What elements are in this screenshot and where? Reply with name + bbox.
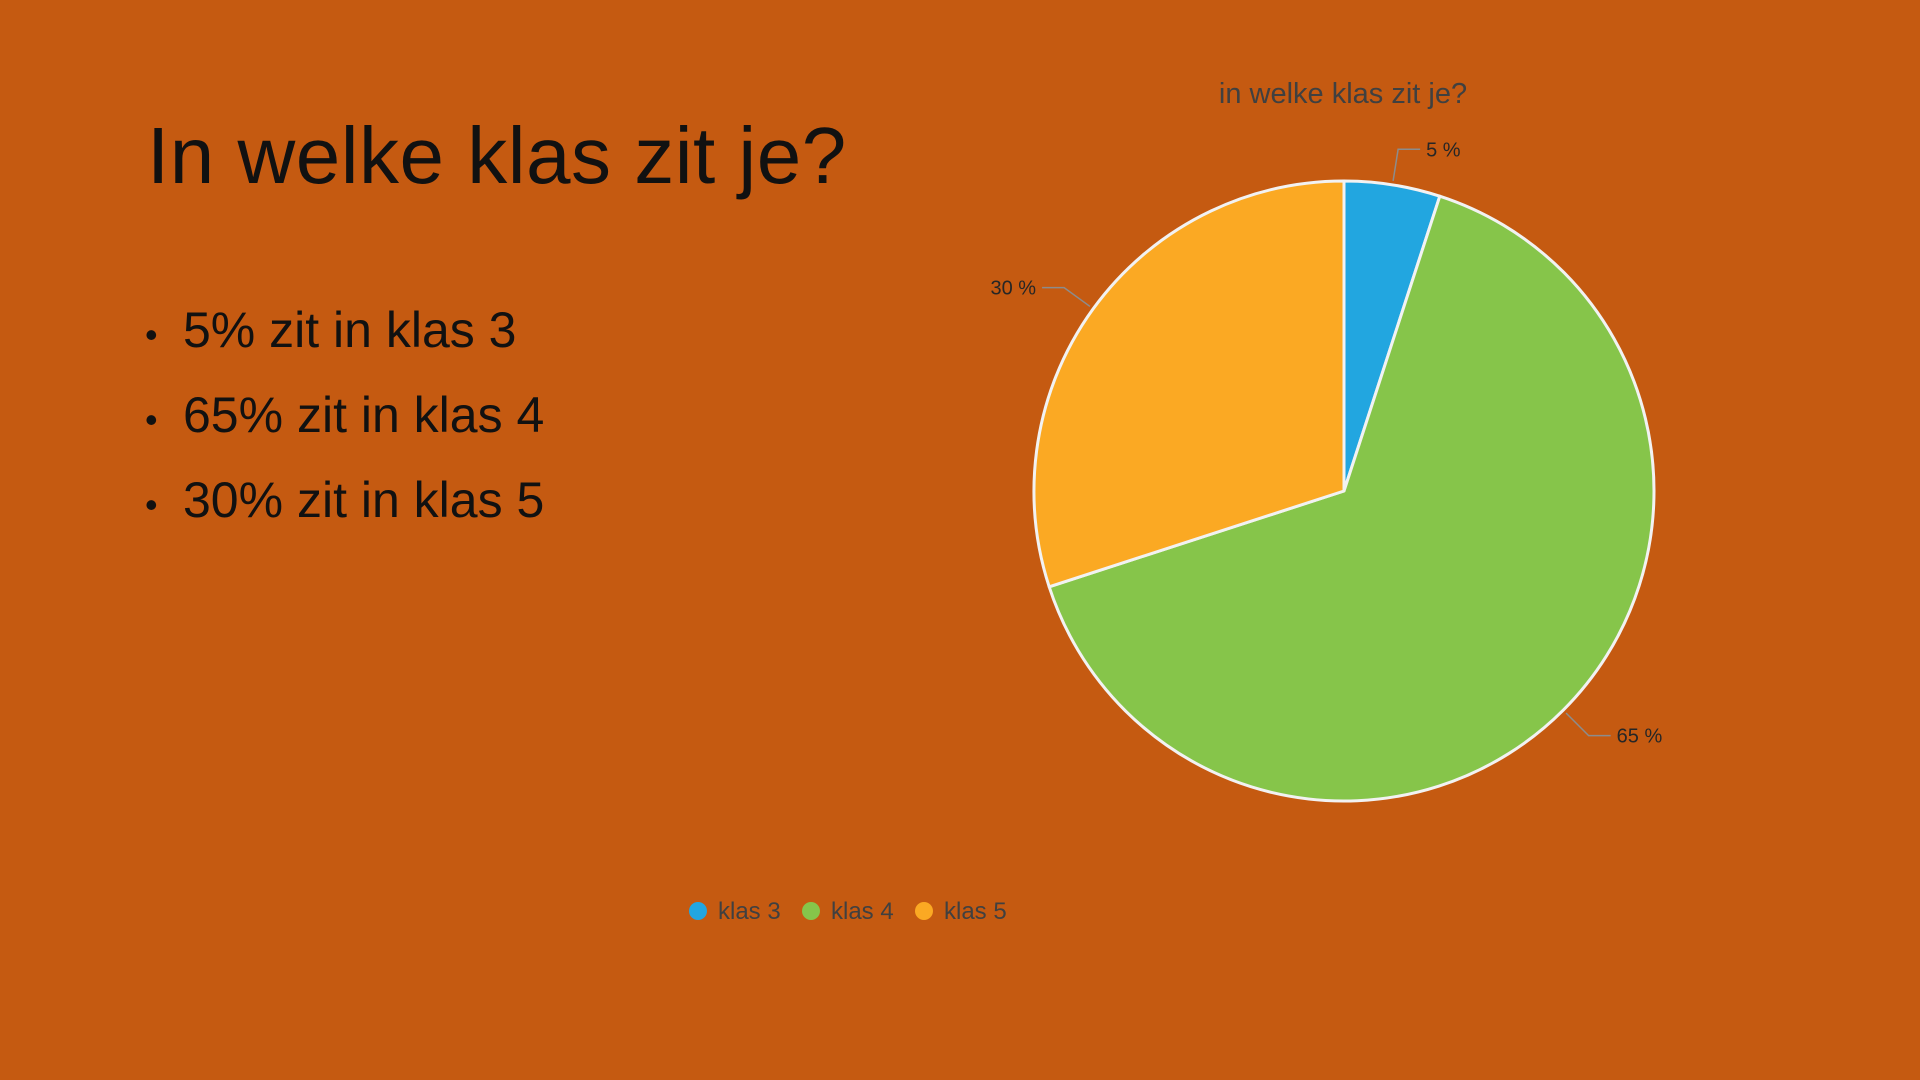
chart-title: in welke klas zit je? (1219, 78, 1467, 110)
bullet-item: • 5% zit in klas 3 (145, 290, 544, 375)
data-label: 65 % (1617, 726, 1663, 748)
legend-label: klas 5 (944, 898, 1007, 925)
bullet-icon: • (145, 399, 158, 440)
data-labels: 5 % 65 % 30 % (990, 139, 1662, 747)
legend-marker (689, 902, 707, 920)
leader-line (1392, 148, 1421, 181)
bullet-icon: • (145, 484, 158, 525)
bullet-text: 5% zit in klas 3 (183, 302, 517, 358)
bullet-text: 65% zit in klas 4 (183, 387, 545, 443)
legend-label: klas 3 (718, 898, 781, 925)
legend-marker (915, 902, 933, 920)
slide-title: In welke klas zit je? (147, 111, 847, 200)
data-label: 30 % (990, 278, 1036, 300)
bullet-item: • 30% zit in klas 5 (145, 460, 544, 545)
legend-label: klas 4 (831, 898, 894, 925)
pie-slices (1032, 179, 1656, 803)
leader-line (1565, 712, 1611, 737)
chart-legend: klas 3 klas 4 klas 5 (689, 898, 1007, 925)
data-label: 5 % (1426, 139, 1461, 161)
bullet-icon: • (145, 314, 158, 355)
bullet-item: • 65% zit in klas 4 (145, 375, 544, 460)
pie-slice-klas-5 (1032, 179, 1346, 589)
pie-slice-klas-4 (1047, 194, 1656, 803)
leader-line (1042, 286, 1091, 308)
leader-lines (1042, 148, 1611, 737)
bullet-text: 30% zit in klas 5 (183, 472, 545, 528)
bullet-list: • 5% zit in klas 3 • 65% zit in klas 4 •… (145, 290, 544, 545)
legend-marker (802, 902, 820, 920)
